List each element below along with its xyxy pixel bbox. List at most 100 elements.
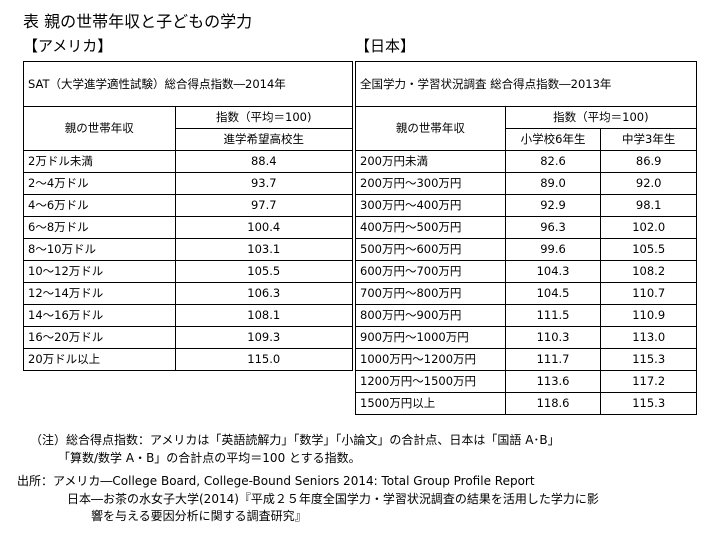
table-row: 14～16万ドル 108.1 (23, 304, 354, 327)
japan-grade9-cell: 110.7 (600, 282, 697, 305)
page-title: 表 親の世帯年収と子どもの学力 (23, 12, 253, 31)
japan-grade9-cell: 105.5 (600, 238, 697, 261)
usa-income-header: 親の世帯年収 (23, 106, 176, 151)
note-line-2: 「算数/数学 A・B」の合計点の平均＝100 とする指数。 (58, 450, 361, 465)
table-row: 1000万円～1200万円 111.7 115.3 (355, 348, 697, 371)
usa-value-cell: 109.3 (174, 326, 354, 349)
japan-index-header: 指数（平均＝100) (504, 106, 698, 129)
japan-grade9-cell: 117.2 (600, 370, 697, 393)
table-row: 6～8万ドル 100.4 (23, 216, 354, 239)
usa-income-cell: 16～20万ドル (23, 326, 176, 349)
japan-grade6-cell: 110.3 (504, 326, 602, 349)
japan-grade9-cell: 86.9 (600, 150, 697, 173)
usa-income-cell: 12～14万ドル (23, 282, 176, 305)
japan-grade6-cell: 82.6 (504, 150, 602, 173)
table-row: 2～4万ドル 93.7 (23, 172, 354, 195)
table-row: 600万円～700万円 104.3 108.2 (355, 260, 697, 283)
usa-income-cell: 20万ドル以上 (23, 348, 176, 371)
japan-grade9-cell: 92.0 (600, 172, 697, 195)
usa-group-header: 進学希望高校生 (174, 128, 354, 151)
japan-income-cell: 600万円～700万円 (355, 260, 506, 283)
notes: （注）総合得点指数：アメリカは「英語読解力」「数学」「小論文」の合計点、日本は「… (30, 432, 560, 467)
usa-table-body: 2万ドル未満 88.4 2～4万ドル 93.7 4～6万ドル 97.7 6～8万ドル 100.… (23, 150, 354, 371)
table-row: 1200万円～1500万円 113.6 117.2 (355, 370, 697, 393)
source-line-3: 響を与える要因分析に関する調査研究』 (91, 509, 307, 523)
table-row: 300万円～400万円 92.9 98.1 (355, 194, 697, 217)
japan-income-cell: 200万円～300万円 (355, 172, 506, 195)
table-row: 400万円～500万円 96.3 102.0 (355, 216, 697, 239)
usa-value-cell: 93.7 (174, 172, 354, 195)
japan-income-header: 親の世帯年収 (355, 106, 506, 151)
japan-grade6-cell: 118.6 (504, 392, 602, 415)
table-row: 1500万円以上 118.6 115.3 (355, 392, 697, 415)
japan-grade6-cell: 104.3 (504, 260, 602, 283)
japan-income-cell: 1500万円以上 (355, 392, 506, 415)
usa-value-cell: 105.5 (174, 260, 354, 283)
japan-grade6-cell: 89.0 (504, 172, 602, 195)
table-row: 4～6万ドル 97.7 (23, 194, 354, 217)
table-row: 10～12万ドル 105.5 (23, 260, 354, 283)
usa-region-label: 【アメリカ】 (23, 37, 113, 55)
note-line-1: （注）総合得点指数：アメリカは「英語読解力」「数学」「小論文」の合計点、日本は「… (30, 433, 560, 447)
table-row: 12～14万ドル 106.3 (23, 282, 354, 305)
table-row: 200万円未満 82.6 86.9 (355, 150, 697, 173)
japan-grade9-cell: 115.3 (600, 392, 697, 415)
japan-grade6-cell: 104.5 (504, 282, 602, 305)
usa-table: SAT（大学進学適性試験）総合得点指数―2014年 親の世帯年収 指数（平均＝1… (23, 61, 354, 371)
japan-income-cell: 300万円～400万円 (355, 194, 506, 217)
japan-grade9-cell: 115.3 (600, 348, 697, 371)
japan-income-cell: 500万円～600万円 (355, 238, 506, 261)
japan-grade6-cell: 111.5 (504, 304, 602, 327)
usa-income-cell: 14～16万ドル (23, 304, 176, 327)
table-row: 700万円～800万円 104.5 110.7 (355, 282, 697, 305)
japan-region-label: 【日本】 (355, 37, 416, 55)
usa-value-cell: 97.7 (174, 194, 354, 217)
japan-table-caption: 全国学力・学習状況調査 総合得点指数―2013年 (355, 61, 697, 107)
japan-grade6-cell: 92.9 (504, 194, 602, 217)
source-line-2: 日本―お茶の水女子大学(2014)『平成２５年度全国学力・学習状況調査の結果を活… (67, 491, 599, 506)
table-row: 900万円～1000万円 110.3 113.0 (355, 326, 697, 349)
usa-income-cell: 2万ドル未満 (23, 150, 176, 173)
usa-value-cell: 100.4 (174, 216, 354, 239)
table-row: 16～20万ドル 109.3 (23, 326, 354, 349)
table-row: 800万円～900万円 111.5 110.9 (355, 304, 697, 327)
sources: 出所：アメリカ―College Board, College-Bound Sen… (17, 473, 599, 526)
japan-income-cell: 900万円～1000万円 (355, 326, 506, 349)
table-row: 2万ドル未満 88.4 (23, 150, 354, 173)
japan-grade9-cell: 108.2 (600, 260, 697, 283)
japan-grade6-cell: 99.6 (504, 238, 602, 261)
japan-income-cell: 200万円未満 (355, 150, 506, 173)
japan-grade9-cell: 113.0 (600, 326, 697, 349)
usa-value-cell: 88.4 (174, 150, 354, 173)
japan-income-cell: 400万円～500万円 (355, 216, 506, 239)
japan-income-cell: 1200万円～1500万円 (355, 370, 506, 393)
table-row: 8～10万ドル 103.1 (23, 238, 354, 261)
japan-grade6-header: 小学校6年生 (504, 128, 602, 151)
usa-income-cell: 4～6万ドル (23, 194, 176, 217)
usa-income-cell: 2～4万ドル (23, 172, 176, 195)
japan-income-cell: 1000万円～1200万円 (355, 348, 506, 371)
japan-grade6-cell: 96.3 (504, 216, 602, 239)
usa-table-caption: SAT（大学進学適性試験）総合得点指数―2014年 (23, 61, 353, 107)
table-row: 500万円～600万円 99.6 105.5 (355, 238, 697, 261)
usa-value-cell: 106.3 (174, 282, 354, 305)
japan-grade9-header: 中学3年生 (600, 128, 697, 151)
japan-grade9-cell: 102.0 (600, 216, 697, 239)
usa-income-cell: 6～8万ドル (23, 216, 176, 239)
usa-value-cell: 115.0 (174, 348, 354, 371)
usa-index-header: 指数（平均＝100) (174, 106, 354, 129)
usa-income-cell: 8～10万ドル (23, 238, 176, 261)
source-line-1: 出所：アメリカ―College Board, College-Bound Sen… (17, 474, 535, 488)
japan-grade6-cell: 113.6 (504, 370, 602, 393)
japan-table-body: 200万円未満 82.6 86.9 200万円～300万円 89.0 92.0 300万円～… (355, 150, 697, 415)
japan-grade9-cell: 110.9 (600, 304, 697, 327)
usa-value-cell: 103.1 (174, 238, 354, 261)
japan-income-cell: 700万円～800万円 (355, 282, 506, 305)
table-row: 20万ドル以上 115.0 (23, 348, 354, 371)
japan-grade9-cell: 98.1 (600, 194, 697, 217)
usa-income-cell: 10～12万ドル (23, 260, 176, 283)
table-row: 200万円～300万円 89.0 92.0 (355, 172, 697, 195)
japan-grade6-cell: 111.7 (504, 348, 602, 371)
japan-income-cell: 800万円～900万円 (355, 304, 506, 327)
usa-value-cell: 108.1 (174, 304, 354, 327)
